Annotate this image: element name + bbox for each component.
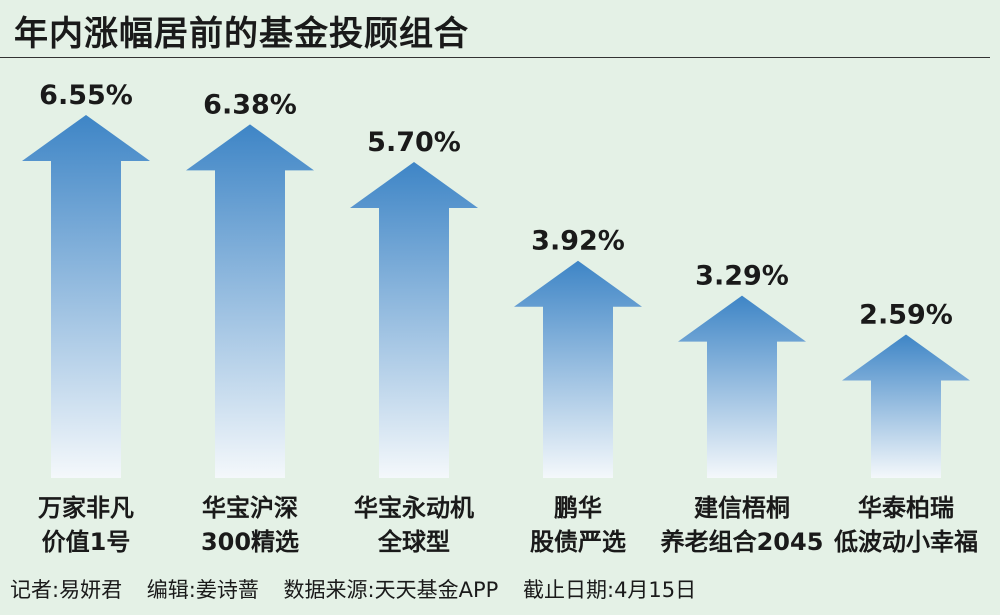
value-label-5: 3.29% (695, 261, 789, 292)
reporter-credit: 记者:易妍君 (10, 578, 123, 602)
category-label-3-line-2: 全球型 (377, 528, 450, 556)
value-label-6: 2.59% (859, 299, 953, 330)
arrow-bar-4 (514, 260, 642, 478)
category-label-6-line-2: 低波动小幸福 (833, 528, 978, 556)
value-label-3: 5.70% (367, 127, 461, 158)
arrow-bar-6 (842, 334, 970, 478)
cutoff-date: 截止日期:4月15日 (523, 578, 697, 602)
category-label-2-line-1: 华宝沪深 (202, 494, 298, 522)
category-label-5-line-1: 建信梧桐 (694, 494, 790, 522)
category-label-1-line-1: 万家非凡 (38, 494, 134, 522)
value-label-1: 6.55% (39, 80, 133, 111)
arrow-bar-3 (350, 162, 478, 479)
category-label-6-line-1: 华泰柏瑞 (858, 494, 954, 522)
category-label-1-line-2: 价值1号 (42, 528, 131, 556)
value-label-2: 6.38% (203, 89, 297, 120)
arrow-bar-2 (186, 124, 314, 478)
source-credit: 数据来源:天天基金APP (283, 578, 499, 602)
category-label-3-line-1: 华宝永动机 (354, 494, 474, 522)
category-label-4-line-2: 股债严选 (530, 528, 626, 556)
category-label-4-line-1: 鹏华 (554, 494, 602, 522)
category-label-2-line-2: 300精选 (201, 528, 299, 556)
footer-credits: 记者:易妍君 编辑:姜诗蔷 数据来源:天天基金APP 截止日期:4月15日 (10, 574, 714, 604)
arrow-bar-1 (22, 114, 150, 478)
editor-credit: 编辑:姜诗蔷 (146, 578, 259, 602)
chart-title: 年内涨幅居前的基金投顾组合 (14, 14, 469, 54)
arrow-bar-5 (678, 295, 806, 478)
value-label-4: 3.92% (531, 226, 625, 257)
title-divider (0, 57, 990, 58)
category-label-5-line-2: 养老组合2045 (660, 528, 824, 556)
